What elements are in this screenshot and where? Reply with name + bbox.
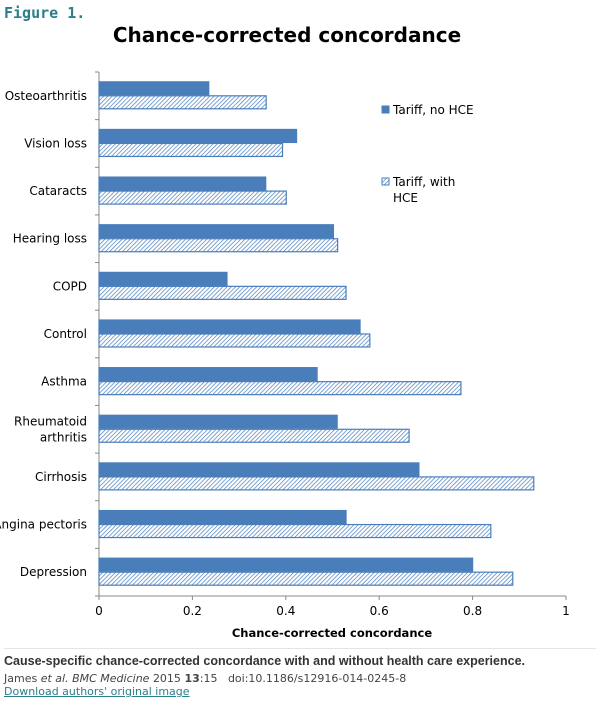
x-tick-label: 0 — [95, 604, 103, 618]
category-label: Depression — [20, 565, 87, 579]
bar-no-hce — [98, 414, 338, 429]
category-label: Cataracts — [29, 184, 87, 198]
bar-no-hce — [98, 271, 228, 286]
bar-no-hce — [98, 319, 361, 334]
bar-with-hce — [98, 381, 462, 396]
bar-with-hce — [98, 142, 284, 158]
x-tick-label: 0.8 — [463, 604, 482, 618]
category-label: Asthma — [41, 375, 87, 389]
figure-footer: Cause-specific chance-corrected concorda… — [4, 648, 596, 698]
bar-no-hce — [98, 128, 298, 144]
category-label: COPD — [53, 279, 87, 293]
bar-no-hce — [98, 557, 474, 572]
chart-title: Chance-corrected concordance — [113, 23, 461, 47]
x-tick-label: 1 — [562, 604, 570, 618]
bar-no-hce — [98, 176, 267, 191]
citation: James et al. BMC Medicine 2015 13:15 doi… — [4, 672, 407, 685]
legend-label: Tariff, with HCE — [392, 175, 455, 205]
category-label: Cirrhosis — [35, 470, 87, 484]
bar-no-hce — [98, 367, 318, 382]
category-label: Hearing loss — [13, 232, 87, 246]
legend-label: Tariff, no HCE — [392, 103, 474, 117]
bar-chart: Chance-corrected concordance 0 0.2 0.4 0.6 0… — [0, 23, 570, 640]
category-label: Angina pectoris — [0, 518, 87, 532]
figure-label: Figure 1. — [4, 4, 86, 22]
bar-with-hce — [98, 95, 267, 110]
x-tick-label: 0.4 — [276, 604, 295, 618]
bar-no-hce — [98, 509, 347, 525]
category-label: Rheumatoid arthritis — [14, 414, 87, 444]
bar-with-hce — [98, 523, 492, 539]
x-axis-label: Chance-corrected concordance — [232, 626, 432, 640]
legend-swatch — [381, 105, 390, 114]
bar-with-hce — [98, 238, 339, 253]
bar-with-hce — [98, 285, 347, 300]
category-label: Vision loss — [24, 136, 87, 150]
bar-with-hce — [98, 190, 287, 205]
figure-caption: Cause-specific chance-corrected concorda… — [4, 654, 525, 668]
x-tick-label: 0.2 — [183, 604, 202, 618]
category-label: Osteoarthritis — [5, 89, 87, 103]
download-original-image-link[interactable]: Download authors' original image — [4, 685, 190, 698]
bar-with-hce — [98, 571, 514, 586]
bar-with-hce — [98, 476, 535, 491]
category-label: Control — [44, 327, 87, 341]
bar-with-hce — [98, 428, 410, 443]
bar-with-hce — [98, 333, 371, 348]
bar-no-hce — [98, 81, 210, 96]
x-tick-label: 0.6 — [370, 604, 389, 618]
bar-no-hce — [98, 224, 335, 239]
bar-no-hce — [98, 462, 420, 477]
legend-swatch — [381, 177, 390, 186]
